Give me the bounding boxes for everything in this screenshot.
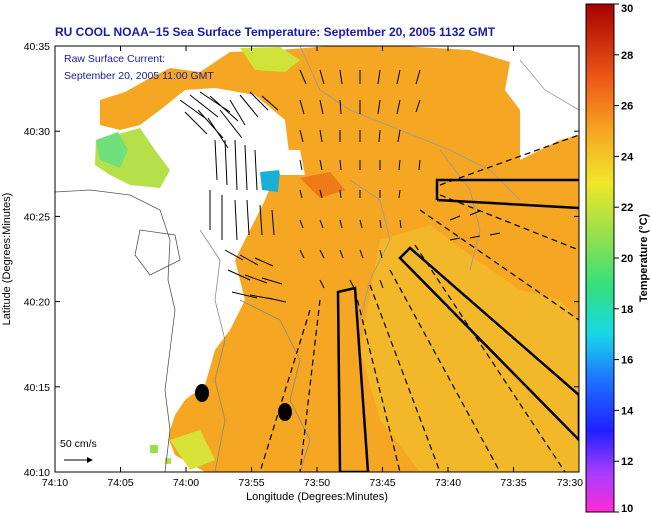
y-tick-label: 40:35 (24, 41, 50, 53)
colorbar-tick-label: 22 (621, 202, 633, 214)
colorbar-tick-label: 14 (621, 405, 634, 417)
station-marker-2 (278, 403, 292, 421)
y-tick-label: 40:10 (24, 467, 50, 479)
y-tick-label: 40:15 (24, 382, 50, 394)
beam-outlines (336, 178, 579, 472)
x-tick-label: 73:45 (369, 477, 395, 489)
scale-label: 50 cm/s (60, 438, 97, 450)
map-title: RU COOL NOAA−15 Sea Surface Temperature:… (55, 25, 496, 39)
colorbar-tick-label: 18 (621, 304, 633, 316)
surface-current-vectors (179, 69, 501, 303)
colorbar-tick-label: 26 (621, 101, 633, 113)
x-tick-label: 73:30 (557, 477, 583, 489)
station-marker-1 (195, 384, 209, 402)
y-axis-ticks: 40:35 40:30 40:25 40:20 40:15 40:10 (24, 41, 579, 479)
x-tick-label: 74:05 (107, 477, 133, 489)
colorbar-label: Temperature (°C) (638, 213, 650, 302)
y-tick-label: 40:30 (24, 126, 50, 138)
colorbar-tick-label: 16 (621, 355, 633, 367)
x-tick-label: 74:00 (173, 477, 199, 489)
x-tick-label: 73:40 (435, 477, 461, 489)
sst-field (55, 46, 579, 472)
colorbar-tick-label: 10 (621, 503, 633, 515)
colorbar-tick-label: 28 (621, 50, 633, 62)
x-axis-ticks: 74:10 74:05 74:00 73:55 73:50 73:45 73:40 73:35… (42, 46, 583, 489)
colorbar-tick-label: 12 (621, 456, 633, 468)
colorbar-tick-label: 24 (621, 151, 634, 163)
x-tick-label: 73:35 (500, 477, 526, 489)
coastline-contours (55, 46, 579, 472)
colorbar-tick-label: 30 (621, 3, 633, 15)
y-tick-label: 40:25 (24, 211, 50, 223)
x-tick-label: 73:55 (238, 477, 264, 489)
y-axis-label: Latitude (Degrees:Minutes) (1, 193, 13, 326)
x-tick-label: 73:50 (304, 477, 330, 489)
x-axis-label: Longitude (Degrees:Minutes) (246, 491, 388, 503)
colorbar-ticks: 30 28 26 24 22 20 18 16 14 12 10 (614, 3, 634, 515)
y-tick-label: 40:20 (24, 297, 50, 309)
x-tick-label: 74:10 (42, 477, 68, 489)
legend-line-1: Raw Surface Current: (64, 53, 165, 65)
radial-dashed-lines (259, 134, 579, 472)
legend-line-2: September 20, 2005 11:00 GMT (64, 70, 214, 82)
colorbar (585, 3, 615, 513)
colorbar-tick-label: 20 (621, 253, 633, 265)
